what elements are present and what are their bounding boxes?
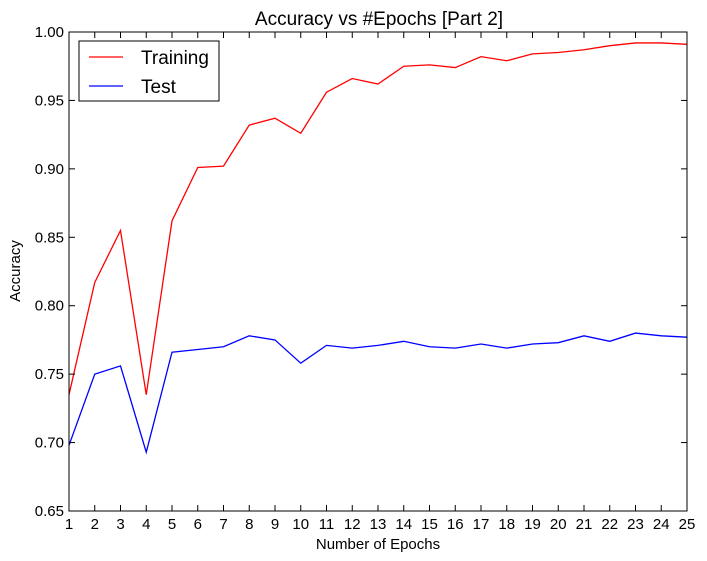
x-tick-label: 4 [142, 516, 150, 533]
x-tick-label: 14 [395, 516, 412, 533]
x-tick-label: 6 [194, 516, 202, 533]
legend-label-training: Training [141, 48, 209, 69]
x-axis-label: Number of Epochs [316, 536, 440, 553]
y-tick-label: 0.90 [35, 161, 64, 178]
y-axis-label: Accuracy [7, 240, 24, 302]
x-tick-label: 11 [319, 516, 335, 533]
x-tick-label: 1 [65, 516, 73, 533]
x-tick-label: 2 [91, 516, 99, 533]
x-tick-label: 18 [498, 516, 515, 533]
x-tick-label: 19 [524, 516, 541, 533]
y-tick-label: 0.75 [35, 366, 64, 383]
x-tick-label: 16 [447, 516, 464, 533]
y-tick-label: 0.70 [35, 435, 64, 452]
plot-frame [68, 31, 688, 512]
x-tick-label: 3 [116, 516, 124, 533]
series-line-test [68, 332, 688, 455]
y-tick-label: 0.95 [35, 92, 64, 109]
x-tick-label: 21 [576, 516, 593, 533]
x-tick-label: 7 [219, 516, 227, 533]
x-tick-label: 15 [421, 516, 438, 533]
y-tick-label: 0.85 [35, 229, 64, 246]
plot-area: 1 2 3 4 5 6 7 8 9 10 11 12 13 14 15 16 17 18 19 20 21 22 23 24 2… [35, 24, 696, 533]
x-tick-label: 24 [653, 516, 670, 533]
chart-title: Accuracy vs #Epochs [Part 2] [255, 9, 503, 30]
x-tick-label: 10 [292, 516, 309, 533]
x-tick-label: 25 [679, 516, 696, 533]
series-line-training [68, 42, 688, 395]
x-tick-label: 17 [473, 516, 490, 533]
y-tick-label: 0.80 [35, 298, 64, 315]
x-tick-label: 20 [550, 516, 567, 533]
x-tick-label: 22 [601, 516, 618, 533]
x-tick-label: 5 [168, 516, 176, 533]
x-tick-label: 23 [627, 516, 644, 533]
x-tick-label: 8 [245, 516, 253, 533]
legend-box [78, 40, 220, 102]
x-tick-label: 9 [271, 516, 279, 533]
legend-label-test: Test [141, 77, 177, 98]
y-tick-label: 0.65 [35, 503, 64, 520]
x-tick-label: 13 [370, 516, 387, 533]
y-tick-label: 1.00 [35, 24, 64, 41]
x-tick-label: 12 [344, 516, 361, 533]
